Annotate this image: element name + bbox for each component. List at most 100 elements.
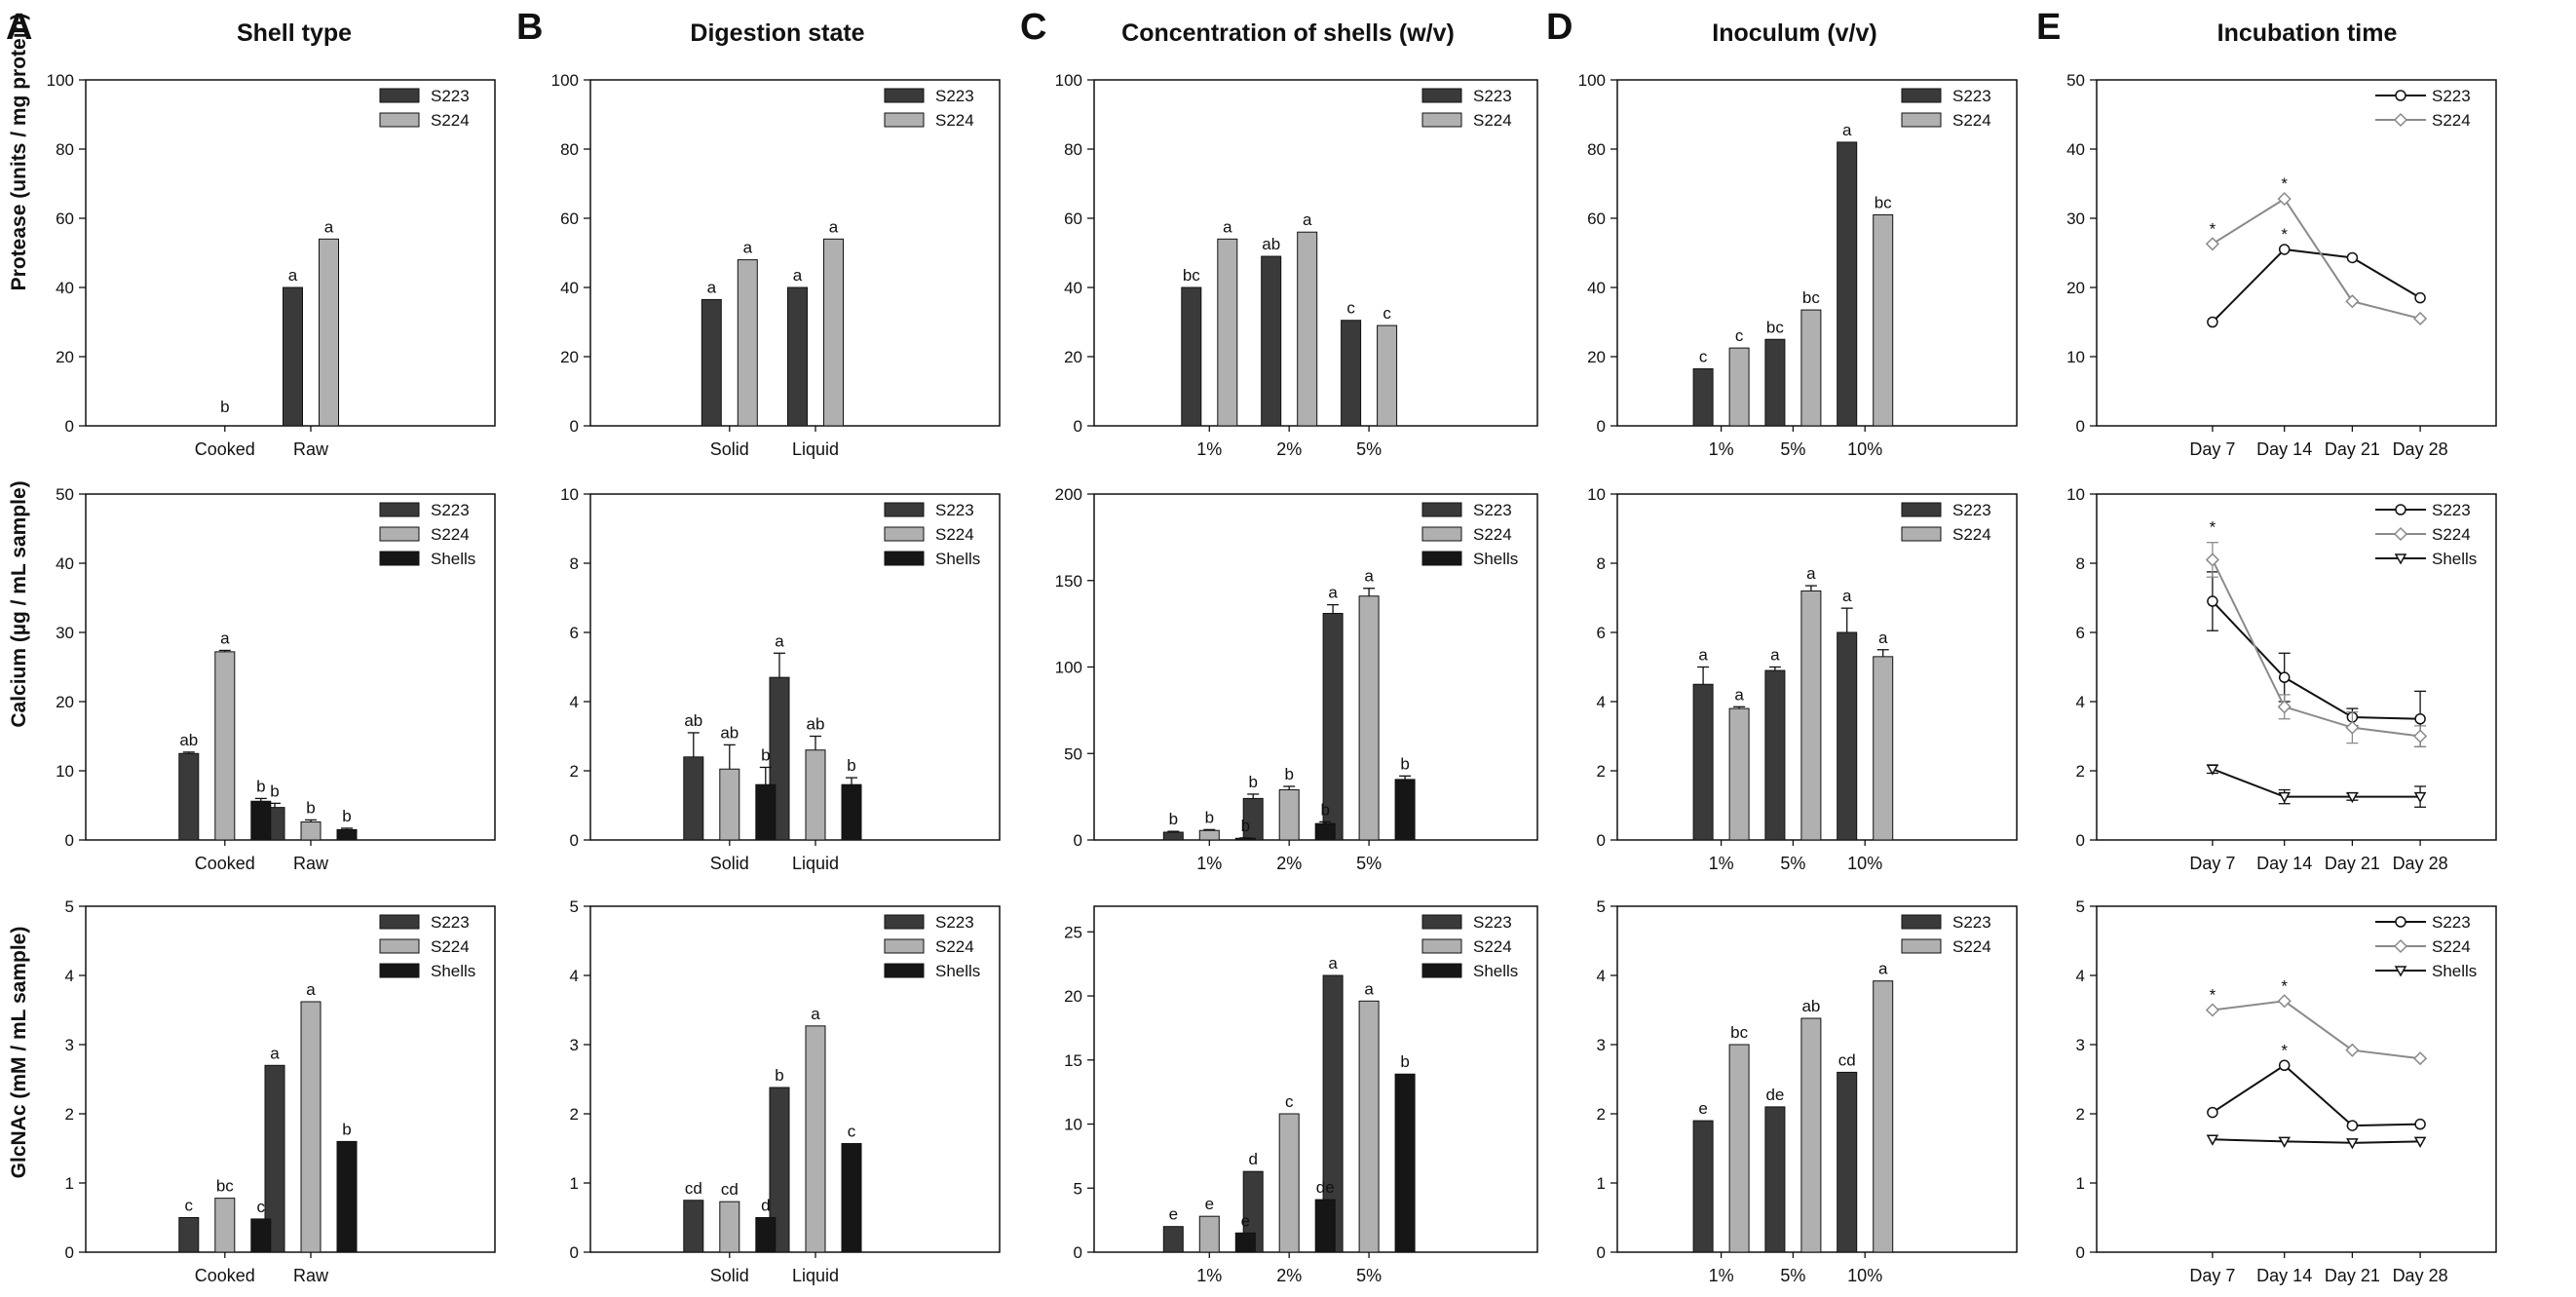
- significance-label: b: [847, 756, 855, 775]
- plot-frame: [2096, 905, 2497, 1253]
- ylabel-protease: Protease (units / mg protein): [8, 14, 30, 291]
- legend-swatch-s224: [1901, 112, 1942, 128]
- y-tick-label: 20: [1587, 348, 1606, 366]
- marker-s224: [2345, 1043, 2360, 1057]
- marker-s223: [2278, 244, 2291, 255]
- y-tick-label: 4: [1597, 967, 1606, 985]
- x-tick-label-1: 1%: [1709, 1266, 1734, 1285]
- significance-label: *: [2210, 986, 2216, 1005]
- y-tick-label: 60: [560, 210, 579, 228]
- x-tick-label-5: 5%: [1780, 854, 1805, 873]
- legend-swatch-s224: [884, 938, 925, 954]
- bar-s224-liquid: [805, 1025, 826, 1253]
- bar-s224-2: [1278, 1113, 1300, 1253]
- bar-s224-liquid: [805, 749, 826, 841]
- significance-label: b: [342, 807, 351, 825]
- chart-e3: 0 1 2 3 4 5 Day 7 Day 14 Day 21 Day 28 * * * S223 S224…: [2076, 897, 2497, 1285]
- x-tick-label-liquid: Liquid: [792, 854, 839, 873]
- bar-s223-1: [1162, 1226, 1184, 1253]
- bar-s224-10: [1873, 656, 1894, 841]
- legend-marker-shells: [2394, 966, 2407, 977]
- column-title-shell-type: Shell type: [237, 19, 352, 47]
- significance-label: *: [2210, 518, 2216, 537]
- y-tick-label: 5: [570, 897, 579, 916]
- chart-b3: 0 1 2 3 4 5 Solid Liquid cd b cd a d c S223 S224 Shells: [570, 897, 1001, 1285]
- plot-frame: [85, 905, 496, 1253]
- legend-swatch-s223: [884, 502, 925, 517]
- legend-label-shells: Shells: [935, 550, 980, 568]
- significance-label: c: [1699, 347, 1708, 365]
- y-tick-label: 4: [1597, 693, 1606, 711]
- legend-label-s223: S223: [431, 501, 470, 519]
- x-tick-label-raw: Raw: [293, 1266, 329, 1285]
- significance-label: a: [1842, 587, 1852, 605]
- legend-swatch-s223: [1901, 502, 1942, 517]
- bar-shells-cooked: [250, 800, 272, 841]
- y-tick-label: 1: [65, 1174, 74, 1193]
- x-tick-label-day-28: Day 28: [2393, 854, 2448, 873]
- chart-a3: 0 1 2 3 4 5 Cooked Raw c a bc a c b S223 S224 Shells: [65, 897, 496, 1285]
- y-tick-label: 0: [1074, 1243, 1082, 1262]
- plot-frame: [2096, 493, 2497, 841]
- y-tick-label: 20: [1064, 987, 1082, 1006]
- significance-label: a: [1842, 121, 1852, 139]
- legend-swatch-s224: [884, 112, 925, 128]
- legend-label-s224: S224: [2432, 525, 2471, 544]
- y-tick-label: 8: [570, 554, 579, 573]
- significance-label: bc: [1802, 288, 1820, 307]
- bar-s223-1: [1162, 831, 1184, 841]
- significance-label: b: [256, 777, 265, 795]
- significance-label: bc: [1766, 318, 1784, 336]
- significance-label: a: [775, 631, 784, 650]
- significance-label: a: [288, 266, 298, 285]
- ylabel-glcnac: GlcNAc (mM / mL sample): [8, 927, 30, 1179]
- bar-shells-1: [1234, 1232, 1256, 1253]
- y-tick-label: 0: [570, 831, 579, 850]
- significance-label: b: [1169, 810, 1178, 828]
- bar-s224-raw: [300, 821, 322, 841]
- marker-s224: [2413, 1051, 2428, 1066]
- y-tick-label: 20: [1064, 348, 1082, 366]
- bar-s223-1: [1692, 367, 1714, 427]
- legend-swatch-s224: [1421, 112, 1462, 128]
- chart-c1: 0 20 40 60 80 100 1% 2% 5% bc ab c a a c S223 S224: [1055, 71, 1538, 459]
- legend-swatch-s224: [1901, 938, 1942, 954]
- significance-label: b: [1205, 808, 1214, 826]
- y-tick-label: 0: [1074, 417, 1082, 436]
- y-tick-label: 3: [1597, 1036, 1606, 1054]
- ylabel-calcium: Calcium (µg / mL sample): [8, 480, 30, 727]
- legend-marker-shells: [2394, 553, 2407, 565]
- y-tick-label: 40: [56, 554, 74, 573]
- significance-label: b: [775, 1066, 783, 1085]
- y-tick-label: 0: [570, 1243, 579, 1262]
- y-tick-label: 40: [1587, 279, 1606, 297]
- significance-label: bc: [1183, 266, 1200, 285]
- bar-s223-solid: [683, 1200, 704, 1253]
- legend-marker-s224: [2393, 526, 2408, 542]
- legend-swatch-s223: [1421, 502, 1462, 517]
- significance-label: ab: [179, 731, 198, 749]
- y-tick-label: 6: [2076, 624, 2085, 642]
- plot-frame: [589, 905, 1001, 1253]
- legend-swatch-s223: [1901, 914, 1942, 930]
- bar-s224-cooked: [214, 1198, 236, 1253]
- bar-shells-5: [1394, 779, 1416, 841]
- x-tick-label-day-28: Day 28: [2393, 1266, 2448, 1285]
- bar-s223-5: [1341, 320, 1362, 427]
- y-tick-label: 80: [56, 140, 74, 159]
- legend-swatch-shells: [1421, 963, 1462, 978]
- panel-letter-a: A: [6, 7, 32, 48]
- y-tick-label: 150: [1055, 572, 1082, 591]
- legend-label-s224: S224: [935, 111, 974, 130]
- y-tick-label: 100: [1055, 71, 1082, 90]
- y-tick-label: 0: [65, 1243, 74, 1262]
- legend-swatch-s224: [1901, 526, 1942, 542]
- significance-label: c: [1285, 1092, 1294, 1111]
- bar-s223-10: [1837, 631, 1858, 841]
- x-tick-label-solid: Solid: [710, 854, 749, 873]
- y-tick-label: 50: [56, 485, 74, 504]
- significance-label: c: [1346, 299, 1355, 318]
